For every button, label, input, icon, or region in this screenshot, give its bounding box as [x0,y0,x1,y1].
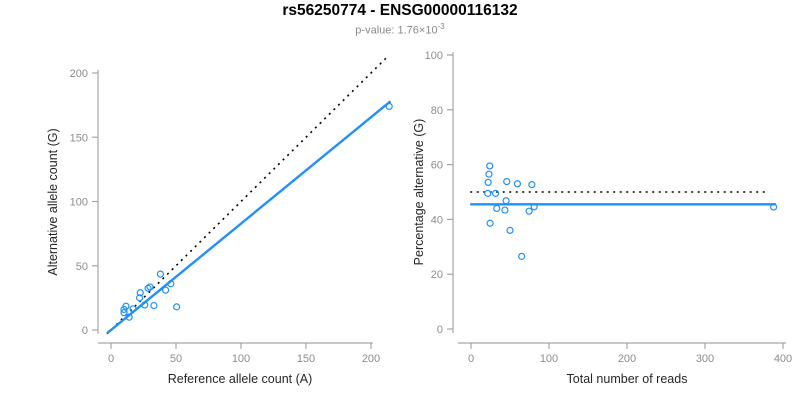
data-point [486,162,494,170]
data-point [122,302,130,310]
x-tick-label: 0 [108,353,114,365]
figure-subtitle: p-value: 1.76×10-3 [0,22,800,37]
y-tick-label: 100 [70,197,88,209]
x-tick-label: 100 [232,353,250,365]
x-tick-label: 400 [774,353,792,365]
y-axis-title: Alternative allele count (G) [46,128,60,275]
y-axis-title: Percentage alternative (G) [412,119,426,266]
data-point [173,303,181,311]
data-point [156,270,164,278]
x-tick-label: 300 [696,353,714,365]
data-point [770,203,778,211]
y-tick-label: 20 [431,269,443,281]
data-point [385,102,393,111]
y-tick-label: 50 [76,261,88,273]
data-point [503,177,511,186]
data-point [136,294,144,302]
data-point [141,301,149,309]
figure-title: rs56250774 - ENSG00000116132 [282,2,518,19]
data-point [493,204,501,213]
data-point [506,226,514,234]
y-tick-label: 40 [431,214,443,226]
x-axis-title: Reference allele count (A) [168,372,313,386]
data-point [518,252,526,260]
x-tick-label: 200 [362,353,380,365]
percentage-vs-reads-panel: 0 100 200 300 400 0 20 40 60 80 100 Total number of… [412,50,792,386]
data-point [486,219,494,227]
x-tick-label: 50 [170,353,182,365]
x-axis-title: Total number of reads [567,372,688,386]
pvalue-exponent: -3 [437,22,445,31]
data-point [129,305,137,313]
data-point [125,313,133,321]
x-tick-label: 100 [540,353,558,365]
data-point [491,189,500,197]
data-point [528,181,536,189]
data-point [525,207,533,215]
data-point [513,180,522,188]
y-tick-label: 80 [431,105,443,117]
data-point [136,289,144,297]
y-tick-label: 0 [437,324,443,336]
data-point [146,283,154,291]
data-point [485,170,493,178]
data-point [502,197,510,205]
y-tick-label: 150 [70,132,88,144]
x-tick-label: 0 [468,353,474,365]
x-tick-label: 150 [297,353,315,365]
data-point [120,309,128,317]
fit-line [106,100,392,335]
x-tick-label: 200 [618,353,636,365]
y-tick-label: 60 [431,160,443,172]
data-point [501,206,509,214]
data-point [530,203,538,211]
data-point [484,189,492,197]
identity-line [106,57,388,335]
y-tick-label: 0 [82,325,88,337]
y-tick-label: 200 [70,68,88,80]
y-tick-label: 100 [425,50,443,62]
data-point [150,301,158,310]
data-point [167,280,175,288]
data-point [162,286,170,294]
allele-counts-panel: 0 50 100 150 200 0 50 100 150 200 Reference allele… [46,57,393,386]
pvalue-text: p-value: 1.76×10 [355,24,438,37]
data-point [484,178,492,187]
